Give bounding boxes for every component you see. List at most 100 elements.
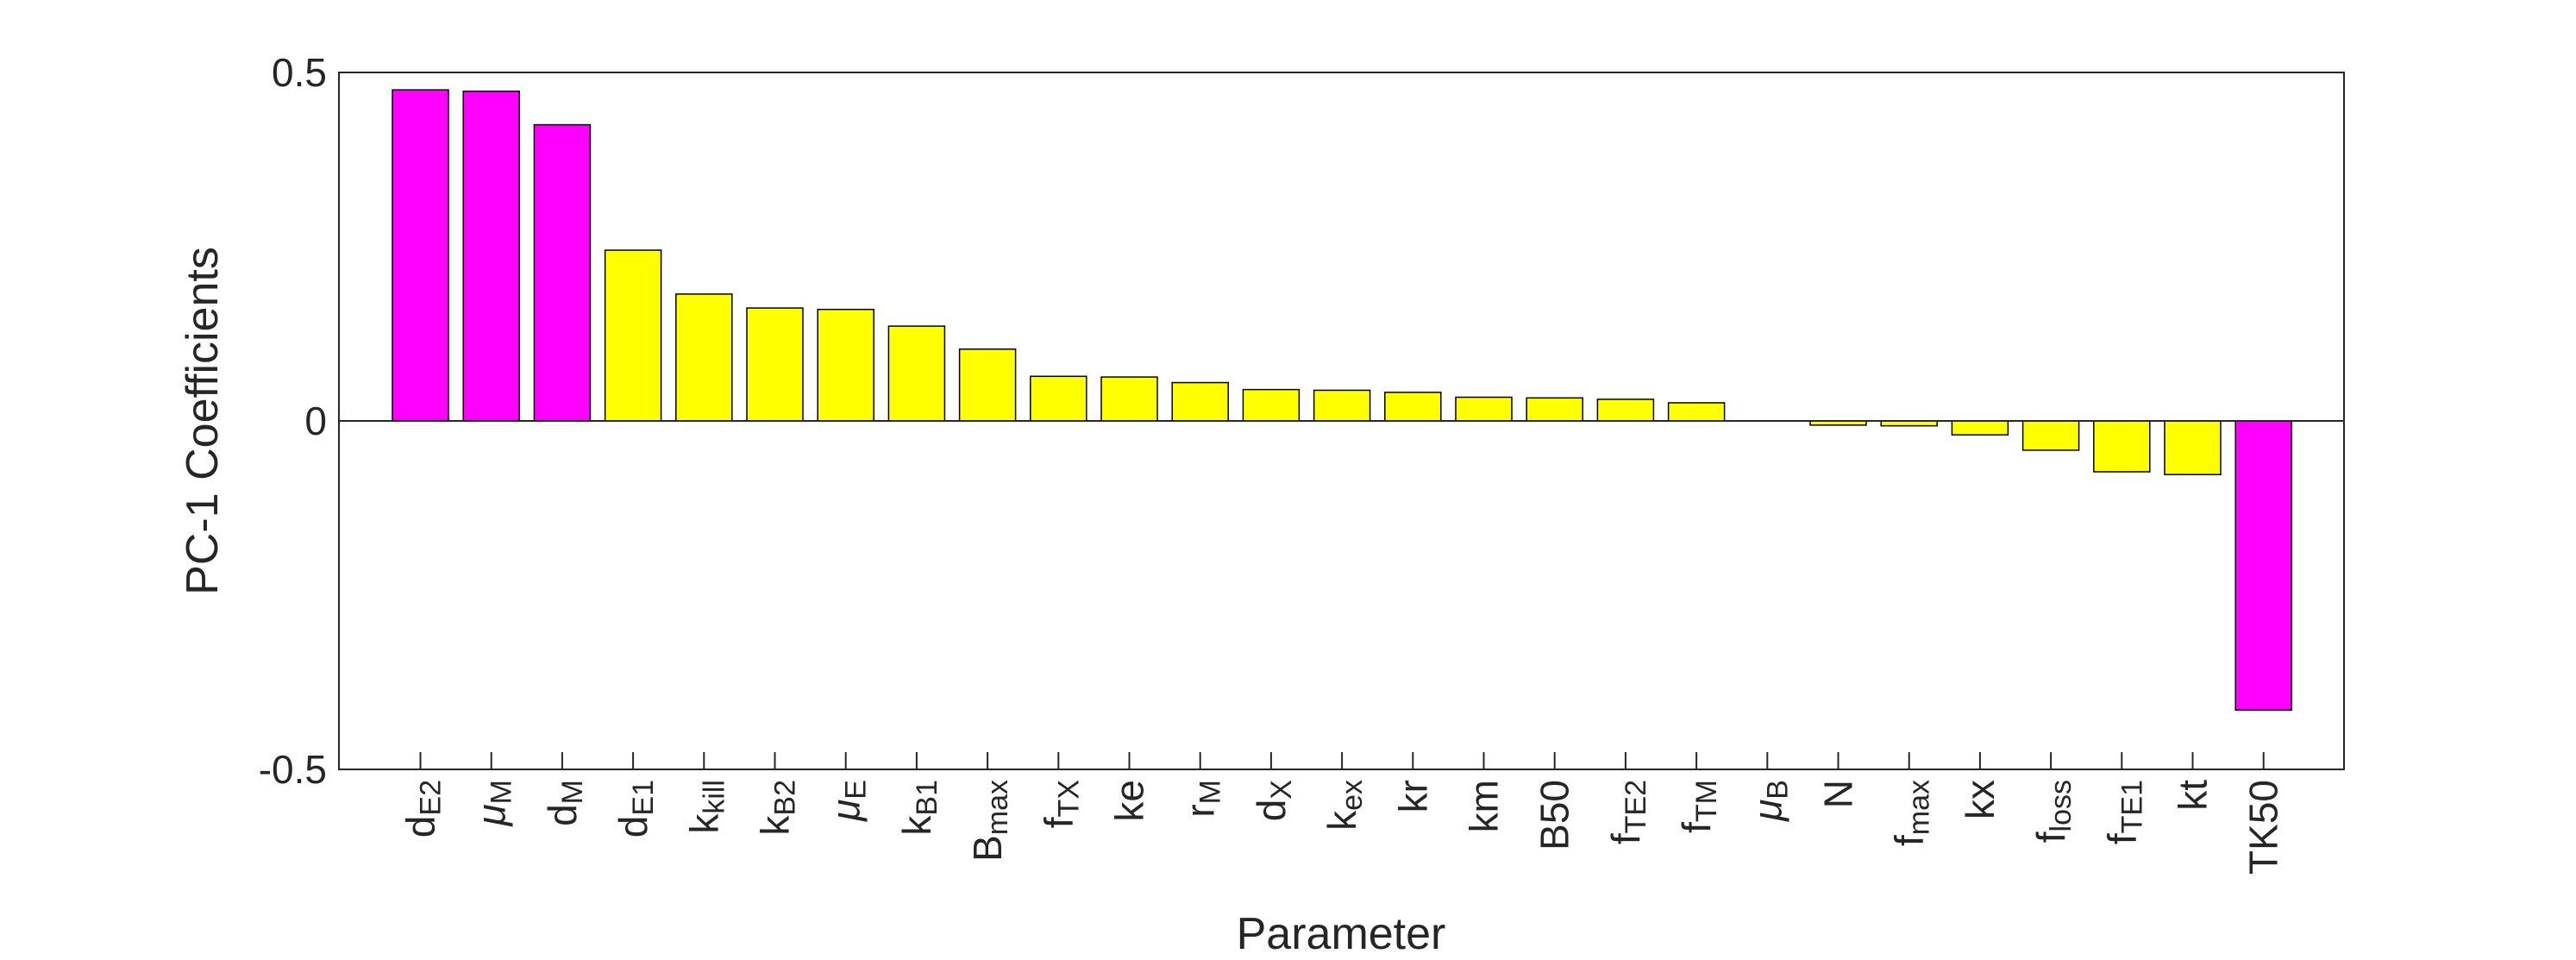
x-tick-label-sub: B [1761,780,1794,800]
bar-9 [1030,375,1087,422]
x-tick-label-sub: max [1903,780,1936,835]
x-tick-label-sub: loss [2045,780,2078,831]
x-tick-label-8: Bmax [965,780,1014,862]
x-tick-label-sub: X [1265,780,1298,800]
x-tick-label-2: dM [540,780,589,826]
x-tick-label-sub: ex [1336,780,1369,811]
x-tick-label-base: B50 [1532,780,1577,850]
x-tick-label-base: kx [1958,780,2003,819]
x-tick-label-base: f [2028,831,2073,843]
x-tick-label-16: B50 [1532,780,1577,850]
bars-layer [392,89,2292,712]
x-tick-label-25: kt [2171,780,2216,811]
x-tick-label-sub: TE2 [1620,780,1652,833]
bar-14 [1384,392,1442,422]
x-tick-label-14: kr [1390,780,1435,813]
x-tick-label-sub: kill [698,780,730,814]
x-tick-label-23: floss [2028,780,2078,843]
x-tick-label-base: N [1816,780,1861,808]
x-tick-label-base: d [540,804,585,826]
x-tick-label-sub: TX [1052,780,1085,817]
bar-16 [1526,397,1583,422]
x-tick-label-base: d [1249,800,1294,822]
x-tick-label-7: kB1 [894,780,943,836]
x-tick-label-sub: B1 [911,780,943,816]
x-tick-label-10: ke [1107,780,1152,822]
x-tick-label-sub: M [556,780,589,804]
bar-2 [533,123,592,422]
x-tick-label-base: k [681,813,726,834]
bar-8 [958,348,1017,422]
x-tick-label-sub: M [486,780,518,804]
bar-1 [462,91,520,422]
x-tick-label-base: d [398,816,443,838]
x-tick-label-5: kB2 [753,780,802,836]
x-tick-label-20: N [1816,780,1861,808]
x-tick-label-19: μB [1745,780,1794,822]
bar-15 [1455,396,1513,422]
x-tick-label-18: fTM [1674,780,1723,833]
x-tick-label-3: dE1 [611,780,660,838]
x-tick-label-11: rM [1178,780,1227,818]
x-tick-label-1: μM [469,780,518,827]
bar-23 [2021,420,2080,451]
x-tick-label-base: d [611,816,655,838]
x-tick-label-base: f [1603,833,1648,844]
x-tick-label-base: r [1178,804,1223,817]
x-tick-label-base: k [894,815,939,836]
bar-24 [2093,420,2151,473]
x-tick-label-base: ke [1107,780,1152,822]
x-tick-label-base: μ [1745,800,1789,822]
x-tick-label-base: kt [2171,780,2216,811]
x-tick-label-4: kkill [681,780,730,834]
bar-13 [1313,389,1371,422]
bar-12 [1242,388,1301,422]
x-tick-label-26: TK50 [2241,780,2286,875]
x-tick-label-21: fmax [1887,780,1936,846]
bar-25 [2164,420,2222,475]
x-tick-label-22: kx [1958,780,2003,819]
x-tick-label-6: μE [824,780,873,822]
x-tick-label-sub: TM [1690,780,1723,822]
x-tick-label-24: fTE1 [2099,780,2148,844]
x-tick-label-12: dX [1249,780,1298,821]
x-tick-label-0: dE2 [398,780,448,838]
x-tick-label-base: k [1319,810,1364,831]
y-tick-label-0: 0.5 [272,50,327,95]
y-tick-label-1: 0 [304,398,327,443]
bar-7 [887,325,946,422]
x-tick-label-base: f [1036,817,1081,828]
bar-17 [1596,398,1655,422]
bar-22 [1951,420,2009,436]
bar-10 [1100,376,1158,422]
x-tick-label-9: fTX [1036,780,1085,828]
x-tick-label-base: k [753,815,798,836]
x-tick-label-sub: E2 [415,780,448,816]
x-tick-label-sub: E [840,780,873,800]
x-tick-label-sub: TE1 [2115,780,2148,833]
y-tick-label-2: -0.5 [259,747,327,792]
y-axis-title: PC-1 Coefficients [178,247,228,595]
x-tick-label-sub: max [981,780,1014,835]
x-tick-label-base: B [965,835,1010,862]
bar-0 [392,89,449,422]
x-tick-label-13: kex [1319,780,1369,831]
bar-5 [746,307,804,422]
x-tick-label-base: kr [1390,780,1435,813]
bar-18 [1667,402,1726,422]
x-tick-label-base: μ [469,804,514,826]
x-tick-label-sub: E1 [627,780,660,816]
y-axis-ticks: 0.5 0 -0.5 [259,50,356,792]
x-tick-label-base: TK50 [2241,780,2286,875]
bar-3 [604,249,662,422]
x-tick-label-base: μ [824,800,868,822]
x-tick-label-base: f [2099,833,2144,844]
x-tick-label-sub: B2 [769,780,802,816]
x-tick-label-15: km [1462,780,1507,832]
x-tick-label-base: km [1462,780,1507,832]
bar-11 [1171,381,1229,422]
x-tick-label-base: f [1674,822,1719,833]
x-axis-title: Parameter [1237,909,1446,959]
